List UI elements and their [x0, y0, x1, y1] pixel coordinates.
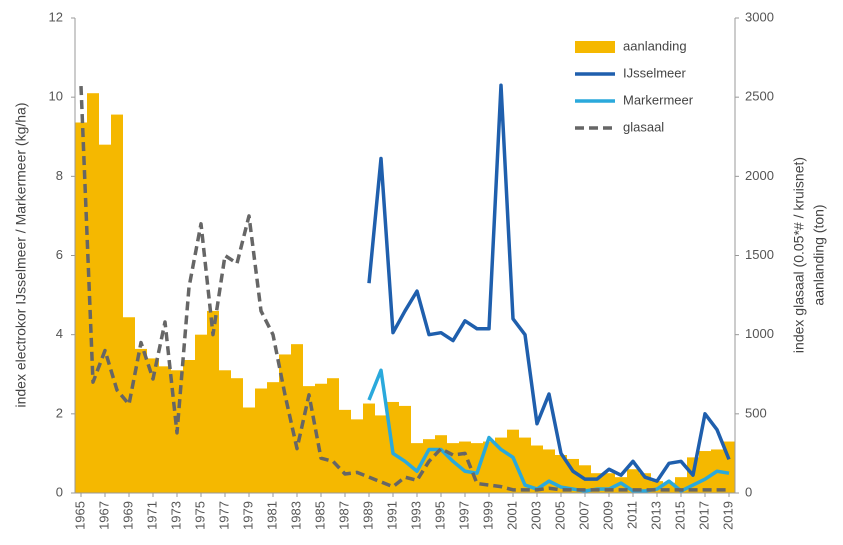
- x-tick-label: 1993: [408, 501, 423, 530]
- bar: [435, 435, 447, 493]
- x-tick-label: 1985: [312, 501, 327, 530]
- lines: [79, 83, 731, 493]
- x-tick-label: 2003: [528, 501, 543, 530]
- y2-axis-title: index glasaal (0.05*# / kruisnet): [791, 157, 807, 353]
- x-tick-label: 2019: [720, 501, 735, 530]
- bar: [99, 144, 111, 493]
- bar: [315, 383, 327, 493]
- x-tick-label: 2007: [576, 501, 591, 530]
- x-tick-label: 1969: [120, 501, 135, 530]
- bar: [147, 358, 159, 493]
- bar: [159, 366, 171, 493]
- bar: [231, 378, 243, 493]
- x-tick-label: 2011: [624, 501, 639, 529]
- bar: [543, 449, 555, 493]
- x-tick-label: 1967: [96, 501, 111, 530]
- y-tick-label: 12: [49, 9, 63, 24]
- bar: [375, 415, 387, 493]
- y2-axis-title: aanlanding (ton): [811, 204, 827, 305]
- legend-label: aanlanding: [623, 38, 687, 53]
- bar: [363, 403, 375, 493]
- bar: [339, 409, 351, 493]
- y-tick-label: 2: [56, 405, 63, 420]
- x-tick-label: 1981: [264, 501, 279, 530]
- y2-tick-label: 1500: [745, 247, 774, 262]
- bar: [75, 122, 87, 493]
- bar: [207, 310, 219, 493]
- x-tick-label: 2009: [600, 501, 615, 530]
- x-tick-label: 1983: [288, 501, 303, 530]
- bars: [75, 93, 735, 493]
- y2-tick-label: 500: [745, 405, 767, 420]
- bar: [423, 439, 435, 493]
- x-tick-label: 2005: [552, 501, 567, 530]
- x-tick-label: 1971: [144, 501, 159, 530]
- y-tick-label: 0: [56, 484, 63, 499]
- x-tick-label: 1965: [72, 501, 87, 530]
- bar: [243, 407, 255, 493]
- x-tick-label: 1975: [192, 501, 207, 530]
- bar: [195, 334, 207, 493]
- y2-tick-label: 0: [745, 484, 752, 499]
- y-tick-label: 10: [49, 89, 63, 104]
- bar: [267, 382, 279, 493]
- line: [367, 368, 730, 493]
- bar: [399, 405, 411, 493]
- bar: [291, 344, 303, 493]
- bar: [351, 419, 363, 493]
- y-tick-label: 6: [56, 247, 63, 262]
- line: [79, 86, 729, 492]
- bar: [555, 455, 567, 493]
- x-tick-label: 1995: [432, 501, 447, 530]
- bar: [663, 482, 675, 493]
- legend-label: glasaal: [623, 119, 664, 134]
- x-tick-label: 1991: [384, 501, 399, 530]
- bar: [111, 114, 123, 493]
- bar: [303, 386, 315, 493]
- y-tick-label: 8: [56, 168, 63, 183]
- x-tick-label: 1987: [336, 501, 351, 530]
- x-tick-label: 2017: [696, 501, 711, 530]
- y-tick-label: 4: [56, 326, 63, 341]
- bar: [135, 348, 147, 493]
- bar: [123, 317, 135, 493]
- bar: [219, 370, 231, 493]
- bar: [279, 354, 291, 493]
- line: [367, 83, 731, 483]
- bar: [531, 445, 543, 493]
- bar: [183, 360, 195, 493]
- bar: [699, 451, 711, 493]
- x-tick-label: 1989: [360, 501, 375, 530]
- y2-tick-label: 2000: [745, 168, 774, 183]
- x-tick-label: 1977: [216, 501, 231, 530]
- bar: [327, 378, 339, 493]
- x-tick-label: 1979: [240, 501, 255, 530]
- y-axis-title: index electrokor IJsselmeer / Markermeer…: [13, 103, 29, 408]
- bar: [87, 93, 99, 493]
- y2-tick-label: 1000: [745, 326, 774, 341]
- x-tick-label: 1973: [168, 501, 183, 530]
- bar: [255, 388, 267, 493]
- y2-tick-label: 2500: [745, 89, 774, 104]
- x-tick-label: 1999: [480, 501, 495, 530]
- x-tick-label: 2015: [672, 501, 687, 530]
- x-tick-label: 2013: [648, 501, 663, 530]
- legend-swatch: [575, 41, 615, 53]
- bar: [447, 443, 459, 493]
- legend-label: IJsselmeer: [623, 65, 687, 80]
- x-tick-label: 1997: [456, 501, 471, 530]
- x-tick-label: 2001: [504, 501, 519, 530]
- bar: [483, 441, 495, 493]
- y2-tick-label: 3000: [745, 9, 774, 24]
- legend-label: Markermeer: [623, 92, 694, 107]
